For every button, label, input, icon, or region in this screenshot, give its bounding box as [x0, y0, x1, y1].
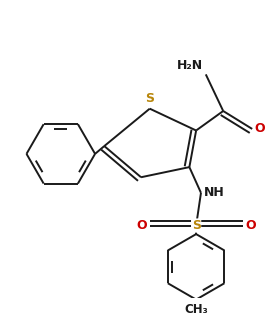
Text: CH₃: CH₃ — [184, 304, 208, 317]
Text: O: O — [137, 219, 147, 232]
Text: O: O — [245, 219, 256, 232]
Text: O: O — [255, 122, 265, 135]
Text: S: S — [192, 219, 201, 232]
Text: S: S — [145, 92, 154, 105]
Text: NH: NH — [204, 186, 224, 199]
Text: H₂N: H₂N — [177, 59, 203, 72]
